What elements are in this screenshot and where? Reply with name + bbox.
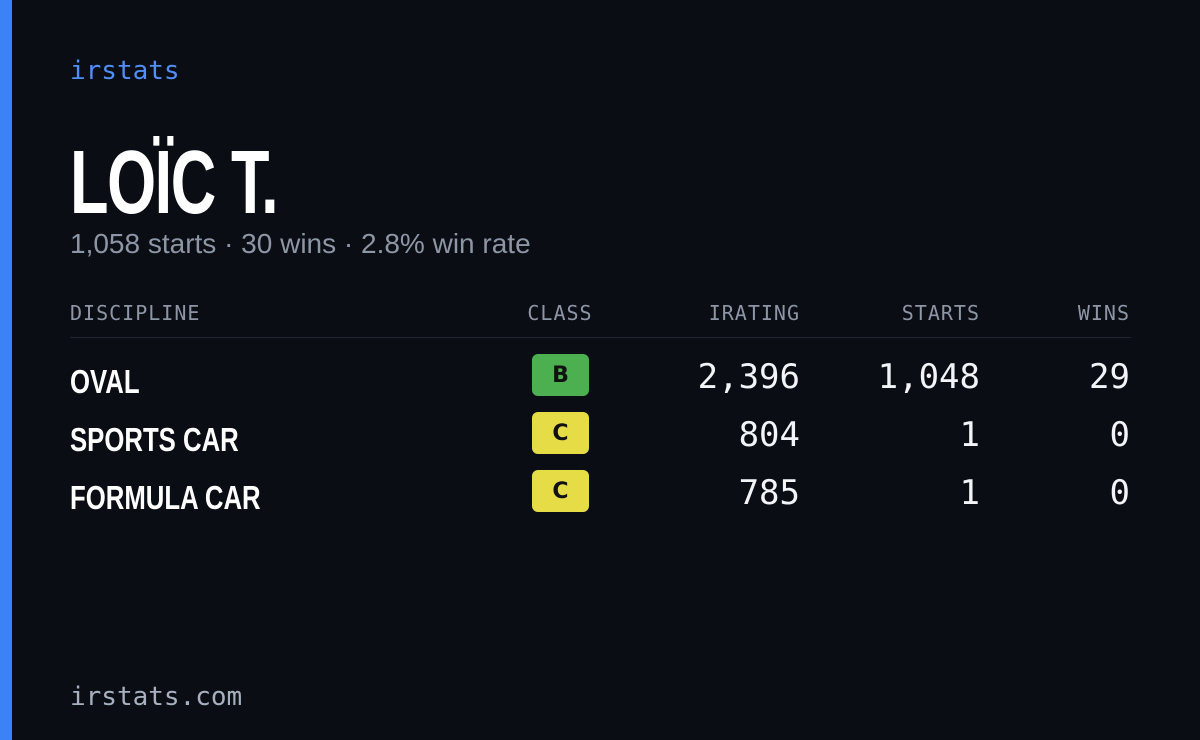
class-badge: C xyxy=(532,412,589,454)
class-badge: C xyxy=(532,470,589,512)
wins-value: 0 xyxy=(1109,473,1130,513)
starts-value: 1 xyxy=(959,415,980,455)
column-header: DISCIPLINE xyxy=(70,301,201,325)
driver-name: LOÏC T. xyxy=(70,133,279,233)
irating-value: 785 xyxy=(738,473,800,513)
starts-value: 1,048 xyxy=(877,357,980,397)
column-header: IRATING xyxy=(708,301,800,325)
discipline: FORMULA CAR xyxy=(70,479,261,516)
irating-value: 2,396 xyxy=(697,357,800,397)
starts-value: 1 xyxy=(959,473,980,513)
column-header: CLASS xyxy=(527,301,593,325)
accent-bar xyxy=(0,0,12,740)
discipline: OVAL xyxy=(70,363,140,400)
class-badge: B xyxy=(532,354,589,396)
irating-value: 804 xyxy=(738,415,800,455)
wins-value: 29 xyxy=(1089,357,1130,397)
separator xyxy=(70,337,1131,338)
discipline: SPORTS CAR xyxy=(70,421,239,458)
brand: irstats xyxy=(70,56,180,86)
wins-value: 0 xyxy=(1109,415,1130,455)
summary: 1,058 starts · 30 wins · 2.8% win rate xyxy=(70,228,531,259)
footer: irstats.com xyxy=(70,682,243,712)
column-header: WINS xyxy=(1077,301,1130,325)
column-header: STARTS xyxy=(901,301,980,325)
